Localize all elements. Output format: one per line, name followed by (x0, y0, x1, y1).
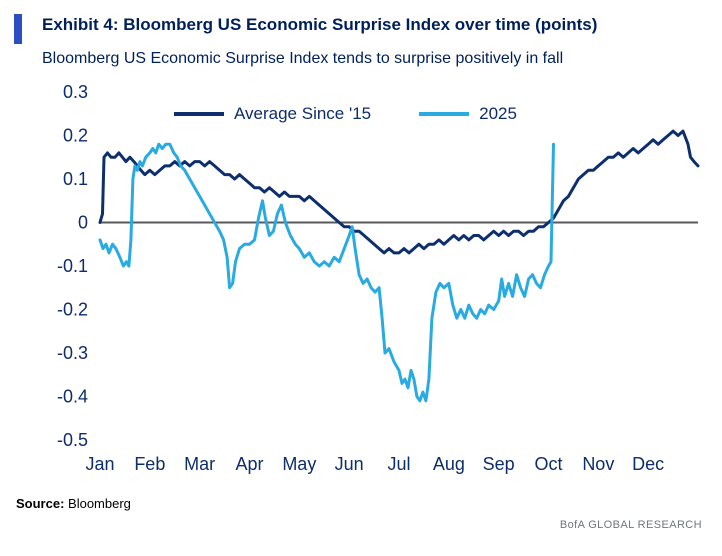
chart-area: 0.3 0.2 0.1 0 -0.1 -0.2 -0.3 -0.4 -0.5 Jan Feb Mar A… (14, 82, 706, 482)
y-tick-label: -0.4 (57, 386, 88, 406)
legend-swatch-average (174, 111, 224, 116)
x-tick-label: Mar (184, 454, 215, 474)
legend-label-2025: 2025 (479, 103, 517, 123)
x-tick-label: Sep (483, 454, 515, 474)
title-accent-bar (14, 14, 22, 44)
y-tick-label: 0.2 (63, 125, 88, 145)
source-value: Bloomberg (68, 495, 131, 511)
source-label: Source: (16, 495, 65, 511)
legend-label-average: Average Since '15 (234, 103, 372, 123)
brand-footer: BofA GLOBAL RESEARCH (559, 518, 702, 531)
exhibit-title: Exhibit 4: Bloomberg US Economic Surpris… (42, 15, 598, 34)
x-tick-label: Jul (387, 454, 410, 474)
legend-item-average: Average Since '15 (174, 104, 371, 124)
x-tick-label: Jan (85, 454, 114, 474)
y-tick-label: 0.3 (63, 82, 88, 102)
y-tick-label: 0 (78, 212, 88, 232)
surprise-index-chart-svg: 0.3 0.2 0.1 0 -0.1 -0.2 -0.3 -0.4 -0.5 Jan Feb Mar A… (57, 82, 700, 474)
x-tick-label: Aug (433, 454, 465, 474)
x-tick-label: Oct (534, 454, 562, 474)
y-tick-label: -0.2 (57, 299, 88, 319)
y-tick-label: 0.1 (63, 169, 88, 189)
exhibit-header: Exhibit 4: Bloomberg US Economic Surpris… (14, 14, 706, 44)
legend-swatch-2025 (419, 111, 470, 116)
x-tick-label: Jun (335, 454, 364, 474)
legend-item-2025: 2025 (419, 104, 517, 124)
x-tick-label: Nov (582, 454, 614, 474)
source-line: Source: Bloomberg (16, 496, 706, 511)
series-line-2025 (98, 142, 555, 403)
y-tick-label: -0.5 (57, 430, 88, 450)
chart-legend: Average Since '15 2025 (174, 104, 517, 124)
exhibit-subtitle: Bloomberg US Economic Surprise Index ten… (42, 50, 564, 67)
x-tick-label: May (282, 454, 316, 474)
x-tick-label: Dec (632, 454, 664, 474)
y-tick-label: -0.3 (57, 343, 88, 363)
y-tick-label: -0.1 (57, 256, 88, 276)
series-line-average (98, 129, 700, 255)
x-tick-label: Apr (235, 454, 263, 474)
x-tick-label: Feb (134, 454, 165, 474)
